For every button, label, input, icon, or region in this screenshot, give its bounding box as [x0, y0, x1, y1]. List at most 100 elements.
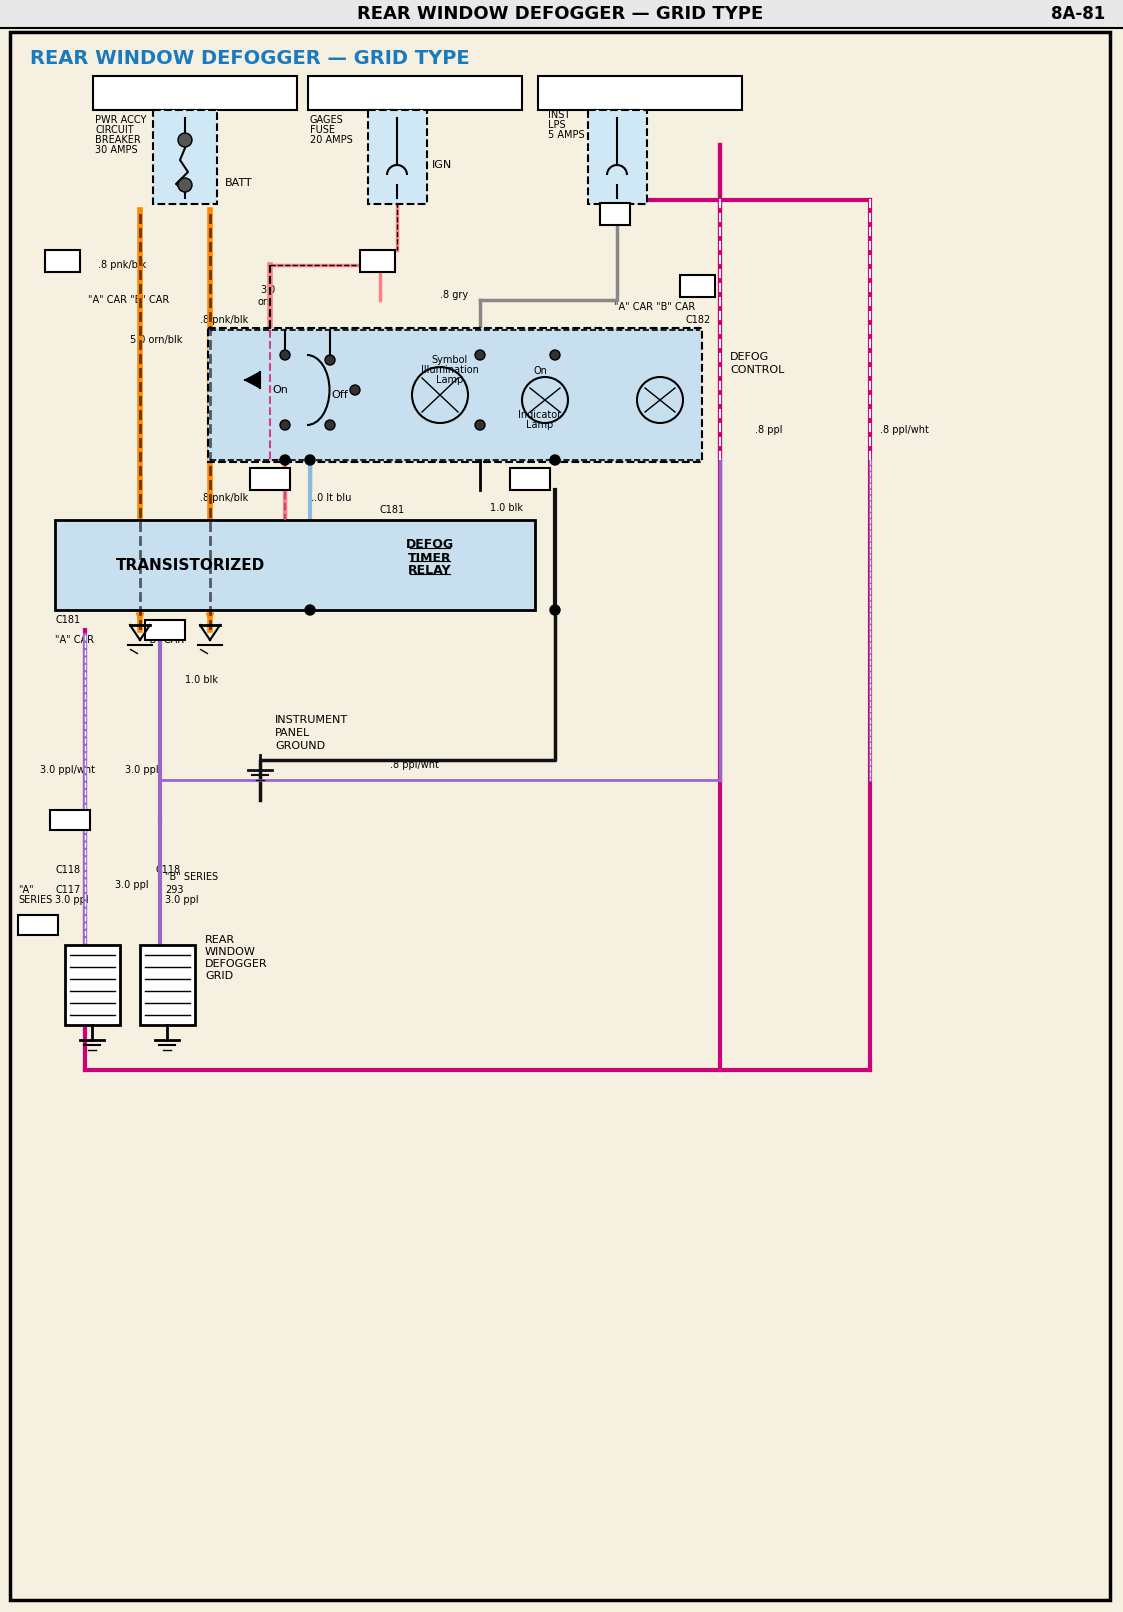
Text: 8A-81: 8A-81 [1051, 5, 1105, 23]
Text: GRID: GRID [206, 970, 234, 982]
Bar [145, 621, 185, 640]
Text: TRANSISTORIZED: TRANSISTORIZED [116, 558, 265, 572]
Circle shape [475, 350, 485, 359]
Text: .8 pnk/blk: .8 pnk/blk [200, 493, 248, 503]
Text: 293: 293 [154, 625, 176, 635]
Text: "A": "A" [18, 885, 34, 895]
Text: 192: 192 [27, 920, 48, 930]
Bar [360, 250, 395, 272]
FancyBboxPatch shape [93, 76, 296, 110]
FancyBboxPatch shape [308, 76, 522, 110]
Text: Lamp: Lamp [527, 421, 554, 430]
Text: "B" CAR: "B" CAR [145, 635, 184, 645]
Text: 3.0 ppl: 3.0 ppl [125, 766, 158, 775]
Text: GAGES: GAGES [310, 114, 344, 126]
FancyBboxPatch shape [538, 76, 742, 110]
Text: LPS: LPS [548, 119, 566, 131]
Text: HOT AT ALL TIMES: HOT AT ALL TIMES [586, 89, 694, 98]
Text: DEFOG: DEFOG [730, 351, 769, 363]
Text: PANEL: PANEL [275, 729, 310, 738]
Text: 293: 293 [165, 885, 183, 895]
Circle shape [179, 177, 192, 192]
Text: SERIES: SERIES [18, 895, 53, 904]
Circle shape [280, 455, 290, 464]
Text: PWR ACCY: PWR ACCY [95, 114, 146, 126]
Text: 1.0 blk: 1.0 blk [185, 675, 218, 685]
Text: INST: INST [548, 110, 570, 119]
Text: Indicator: Indicator [519, 409, 562, 421]
Text: 30 AMPS: 30 AMPS [95, 145, 138, 155]
Text: C181: C181 [380, 505, 405, 514]
Text: Symbol: Symbol [432, 355, 468, 364]
Text: FUSE: FUSE [310, 126, 335, 135]
Bar [600, 203, 630, 226]
Text: .8 pnk/blk: .8 pnk/blk [200, 314, 248, 326]
Text: BREAKER: BREAKER [95, 135, 140, 145]
Text: On: On [272, 385, 287, 395]
Circle shape [305, 604, 314, 616]
Text: .8 ppl/wht: .8 ppl/wht [880, 426, 929, 435]
Text: C117: C117 [55, 885, 80, 895]
Bar [55, 521, 535, 609]
Circle shape [350, 385, 360, 395]
Bar [45, 250, 80, 272]
Text: IGN: IGN [432, 160, 453, 169]
Text: REAR: REAR [206, 935, 235, 945]
Bar [65, 945, 120, 1025]
Text: 3.0: 3.0 [261, 285, 275, 295]
Circle shape [280, 421, 290, 430]
Text: 3.0 ppl/wht: 3.0 ppl/wht [40, 766, 95, 775]
Text: 5 AMPS: 5 AMPS [548, 131, 585, 140]
Circle shape [550, 455, 560, 464]
Text: 3.0 ppl: 3.0 ppl [115, 880, 148, 890]
Circle shape [550, 350, 560, 359]
Text: 1.0 lt blu: 1.0 lt blu [308, 493, 351, 503]
Text: 1.0 blk: 1.0 blk [490, 503, 523, 513]
Text: C118: C118 [55, 866, 80, 875]
Text: DEFOGGER: DEFOGGER [206, 959, 267, 969]
Circle shape [550, 604, 560, 616]
Text: 3.0 ppl: 3.0 ppl [165, 895, 199, 904]
Text: .8 ppl: .8 ppl [755, 426, 783, 435]
Text: 150: 150 [519, 474, 541, 484]
Text: On: On [533, 366, 547, 376]
Text: "B" SERIES: "B" SERIES [165, 872, 218, 882]
Text: WINDOW: WINDOW [206, 946, 256, 958]
Text: 3.0 ppl: 3.0 ppl [55, 895, 89, 904]
Circle shape [280, 350, 290, 359]
Text: 60: 60 [54, 256, 70, 266]
Bar [250, 467, 290, 490]
Text: orn: orn [257, 297, 273, 306]
Text: CONTROL: CONTROL [730, 364, 784, 376]
Text: Illumination: Illumination [421, 364, 478, 376]
Text: REAR WINDOW DEFOGGER — GRID TYPE: REAR WINDOW DEFOGGER — GRID TYPE [30, 48, 469, 68]
Circle shape [325, 355, 335, 364]
Polygon shape [245, 372, 261, 388]
FancyBboxPatch shape [208, 327, 702, 463]
Bar [18, 916, 58, 935]
FancyBboxPatch shape [368, 110, 427, 205]
Text: 293: 293 [60, 816, 81, 825]
Text: 5.0 orn/blk: 5.0 orn/blk [130, 335, 182, 345]
Text: REAR WINDOW DEFOGGER — GRID TYPE: REAR WINDOW DEFOGGER — GRID TYPE [357, 5, 764, 23]
Text: RELAY: RELAY [409, 564, 451, 577]
Text: INSTRUMENT: INSTRUMENT [275, 716, 348, 725]
Circle shape [305, 455, 314, 464]
Bar [140, 945, 195, 1025]
Text: .8 ppl/wht: .8 ppl/wht [390, 759, 439, 771]
FancyBboxPatch shape [588, 110, 647, 205]
Text: 39: 39 [369, 256, 385, 266]
Text: DEFOG: DEFOG [405, 538, 454, 551]
Text: 292: 292 [258, 474, 282, 484]
Text: BATT: BATT [225, 177, 253, 189]
Text: "A" CAR "B" CAR: "A" CAR "B" CAR [614, 301, 695, 313]
Text: TIMER: TIMER [408, 551, 451, 564]
Text: 20 AMPS: 20 AMPS [310, 135, 353, 145]
Text: C182: C182 [685, 314, 710, 326]
Text: "A" CAR "B" CAR: "A" CAR "B" CAR [88, 295, 170, 305]
Text: 8: 8 [611, 208, 619, 221]
Text: "A" CAR: "A" CAR [55, 635, 94, 645]
Circle shape [325, 421, 335, 430]
Bar [681, 276, 715, 297]
Text: GROUND: GROUND [275, 742, 326, 751]
